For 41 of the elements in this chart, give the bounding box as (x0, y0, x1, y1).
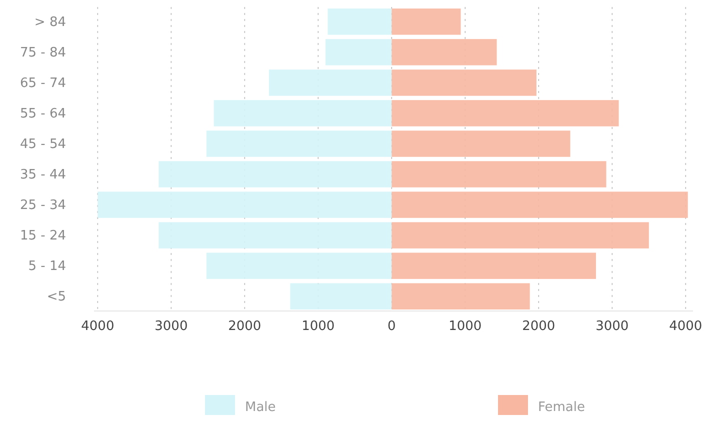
bar (268, 70, 392, 96)
bar (392, 161, 606, 188)
y-tick-label: 25 - 34 (20, 198, 66, 213)
bar (206, 252, 392, 279)
x-tick-label: 3000 (596, 319, 629, 334)
y-tick-label: 65 - 74 (20, 76, 66, 91)
x-tick-label: 1000 (448, 319, 482, 334)
bar (392, 252, 596, 279)
x-tick-label: 1000 (302, 319, 335, 334)
bar (392, 283, 530, 310)
bar (158, 161, 392, 188)
x-tick-label: 4000 (669, 319, 702, 334)
bar (290, 283, 392, 310)
bar (328, 8, 392, 35)
bar (158, 222, 392, 248)
x-tick-label: 4000 (81, 319, 114, 334)
legend-label: Female (538, 400, 586, 415)
y-tick-label: 75 - 84 (20, 45, 66, 60)
bar (392, 222, 649, 248)
y-tick-label: 55 - 64 (20, 106, 66, 122)
y-tick-label: 35 - 44 (20, 167, 66, 182)
x-tick-label: 0 (388, 319, 396, 334)
x-tick-label: 3000 (154, 319, 188, 334)
y-tick-label: 45 - 54 (20, 136, 66, 152)
bar (392, 192, 688, 218)
x-tick-label: 2000 (522, 319, 556, 334)
bar (326, 39, 392, 66)
bar (392, 100, 619, 126)
bar (392, 8, 461, 35)
bar (214, 100, 392, 126)
bar (392, 39, 497, 66)
x-tick-label: 2000 (228, 319, 262, 334)
y-tick-label: > 84 (34, 14, 66, 30)
bar (98, 192, 392, 218)
legend-label: Male (245, 400, 276, 415)
bar (206, 130, 392, 157)
y-tick-label: 5 - 14 (28, 258, 66, 274)
y-tick-label: 15 - 24 (20, 228, 66, 244)
y-tick-label: <5 (46, 290, 66, 305)
bar (392, 70, 536, 96)
bar (392, 130, 570, 157)
